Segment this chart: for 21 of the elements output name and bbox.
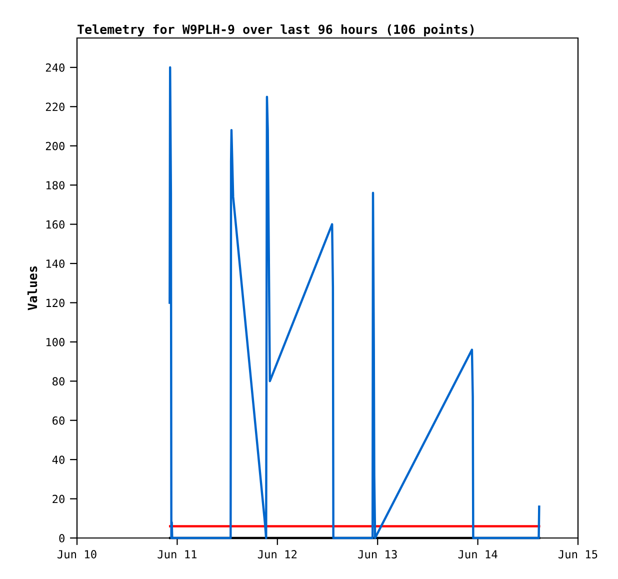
x-tick-label: Jun 13 [358,550,397,558]
y-tick-label: 160 [46,220,64,229]
chart-title: Telemetry for W9PLH-9 over last 96 hours (106 points) [78,24,474,36]
y-tick-label: 80 [52,377,64,386]
y-tick-label: 240 [46,63,64,72]
y-tick-label: 20 [52,494,64,504]
y-tick-label: 140 [46,259,64,268]
y-tick-label: 60 [52,416,64,425]
y-axis-title: Values [27,266,38,310]
x-tick-label: Jun 15 [558,550,598,558]
y-tick-label: 180 [46,181,64,190]
y-tick-label: 120 [46,298,64,308]
x-tick-label: Jun 11 [158,550,197,558]
y-tick-label: 0 [59,534,64,542]
x-tick-label: Jun 10 [58,550,96,558]
x-tick-label: Jun 12 [258,550,297,558]
x-tick-label: Jun 14 [458,550,498,558]
y-tick-label: 100 [46,338,64,346]
y-tick-label: 40 [52,456,64,464]
y-tick-label: 200 [46,142,64,150]
y-tick-label: 220 [46,102,64,112]
